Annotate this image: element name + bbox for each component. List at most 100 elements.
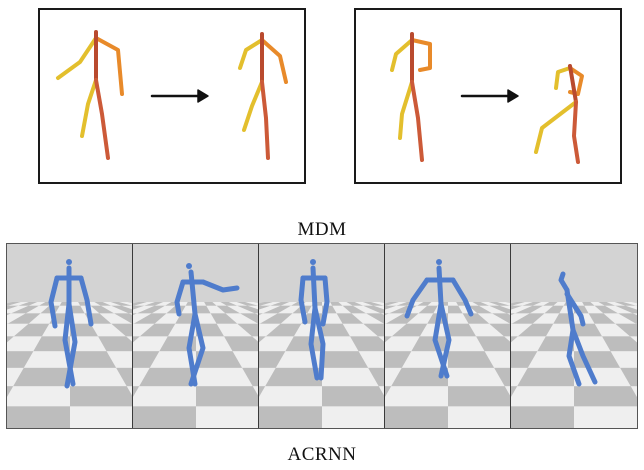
floor-tile bbox=[154, 313, 182, 324]
floor-tile bbox=[385, 406, 448, 428]
floor-tile bbox=[206, 305, 226, 314]
floor-tile bbox=[7, 336, 42, 352]
floor-tile bbox=[7, 305, 29, 314]
floor-tile bbox=[133, 302, 147, 306]
floor-tile bbox=[280, 313, 308, 324]
floor-tile bbox=[133, 367, 150, 387]
floor-tile bbox=[385, 351, 412, 368]
floor-tile bbox=[605, 305, 633, 314]
floor-tile bbox=[332, 305, 352, 314]
acrnn-frame-4 bbox=[385, 244, 511, 428]
floor-tile bbox=[7, 313, 26, 324]
stick-figure-b bbox=[238, 32, 288, 160]
floor-tile bbox=[342, 323, 379, 337]
floor-tile bbox=[13, 323, 50, 337]
floor-tile bbox=[7, 323, 8, 325]
floor-tile bbox=[468, 305, 493, 314]
floor-tile bbox=[350, 336, 384, 352]
floor-tile bbox=[70, 406, 132, 428]
floor-tile bbox=[94, 302, 112, 306]
floor-tile bbox=[574, 336, 611, 352]
caption-acrnn: ACRNN bbox=[287, 444, 357, 465]
floor-tile bbox=[385, 313, 419, 324]
floor-tile bbox=[427, 302, 440, 306]
floor-tile bbox=[98, 336, 132, 352]
floor-tile bbox=[133, 313, 167, 324]
floor-tile bbox=[242, 367, 258, 387]
floor-tile bbox=[590, 302, 605, 306]
floor-tile bbox=[196, 351, 243, 368]
floor-tile bbox=[492, 313, 510, 324]
floor-tile bbox=[588, 313, 616, 324]
floor-tile bbox=[232, 351, 258, 368]
floor-tile bbox=[111, 305, 132, 314]
floor-tile bbox=[144, 302, 164, 306]
floor-tile bbox=[133, 336, 140, 343]
floor-tile bbox=[448, 323, 477, 337]
floor-tile bbox=[385, 386, 448, 407]
floor-tile bbox=[406, 313, 434, 324]
floor-tile bbox=[610, 351, 637, 368]
floor-tile bbox=[259, 305, 271, 310]
floor-tile bbox=[259, 336, 294, 352]
floor-tile bbox=[196, 313, 217, 324]
acrnn-frame-strip bbox=[6, 243, 638, 429]
floor-tile bbox=[133, 302, 156, 306]
caption-mdm: MDM bbox=[297, 219, 347, 240]
floor-tile bbox=[527, 351, 574, 368]
floor-tile bbox=[346, 302, 364, 306]
floor-tile bbox=[18, 302, 38, 306]
floor-tile bbox=[598, 302, 616, 306]
floor-tile bbox=[7, 351, 34, 368]
floor-tile bbox=[322, 323, 351, 337]
stick-figure-d bbox=[534, 64, 584, 164]
floor-tile bbox=[275, 351, 322, 368]
floor-tile bbox=[336, 313, 364, 324]
floor-tile bbox=[511, 367, 528, 387]
floor-tile bbox=[511, 323, 533, 337]
floor-tile bbox=[90, 305, 115, 314]
floor-tile bbox=[448, 386, 510, 407]
floor-tile bbox=[385, 323, 407, 337]
floor-tile bbox=[368, 367, 384, 387]
floor-tile bbox=[90, 323, 127, 337]
floor-tile bbox=[448, 367, 505, 387]
floor-tile bbox=[301, 302, 314, 306]
floor-tile bbox=[338, 302, 353, 306]
floor-tile bbox=[196, 302, 207, 306]
floor-tile bbox=[111, 323, 132, 337]
floor-tile bbox=[448, 305, 463, 314]
floor-tile bbox=[70, 305, 85, 314]
floor-tile bbox=[259, 302, 282, 306]
floor-tile bbox=[277, 305, 302, 314]
floor-tile bbox=[28, 313, 56, 324]
floor-tile bbox=[106, 351, 132, 368]
floor-tile bbox=[196, 386, 258, 407]
floor-tile bbox=[511, 386, 574, 407]
floor-tile bbox=[133, 406, 196, 428]
floor-tile bbox=[196, 367, 253, 387]
floor-tile bbox=[259, 313, 278, 324]
acrnn-frame-3 bbox=[259, 244, 385, 428]
floor-tile bbox=[228, 302, 248, 306]
floor-tile bbox=[385, 336, 420, 352]
floor-tile bbox=[322, 406, 384, 428]
floor-tile bbox=[151, 305, 176, 314]
floor-tile bbox=[259, 406, 322, 428]
floor-tile bbox=[259, 323, 281, 337]
floor-tile bbox=[517, 323, 554, 337]
floor-tile bbox=[204, 302, 217, 306]
floor-tile bbox=[110, 302, 132, 306]
floor-tile bbox=[511, 302, 525, 306]
floor-tile bbox=[216, 323, 253, 337]
floor-tile bbox=[494, 367, 510, 387]
floor-tile bbox=[419, 323, 448, 337]
floor-tile bbox=[212, 302, 227, 306]
floor-tile bbox=[363, 323, 384, 337]
floor-tile bbox=[615, 305, 637, 314]
floor-tile bbox=[70, 323, 99, 337]
floor-tile bbox=[220, 302, 238, 306]
floor-tile bbox=[477, 313, 510, 324]
floor-tile bbox=[259, 323, 260, 325]
floor-tile bbox=[259, 351, 286, 368]
